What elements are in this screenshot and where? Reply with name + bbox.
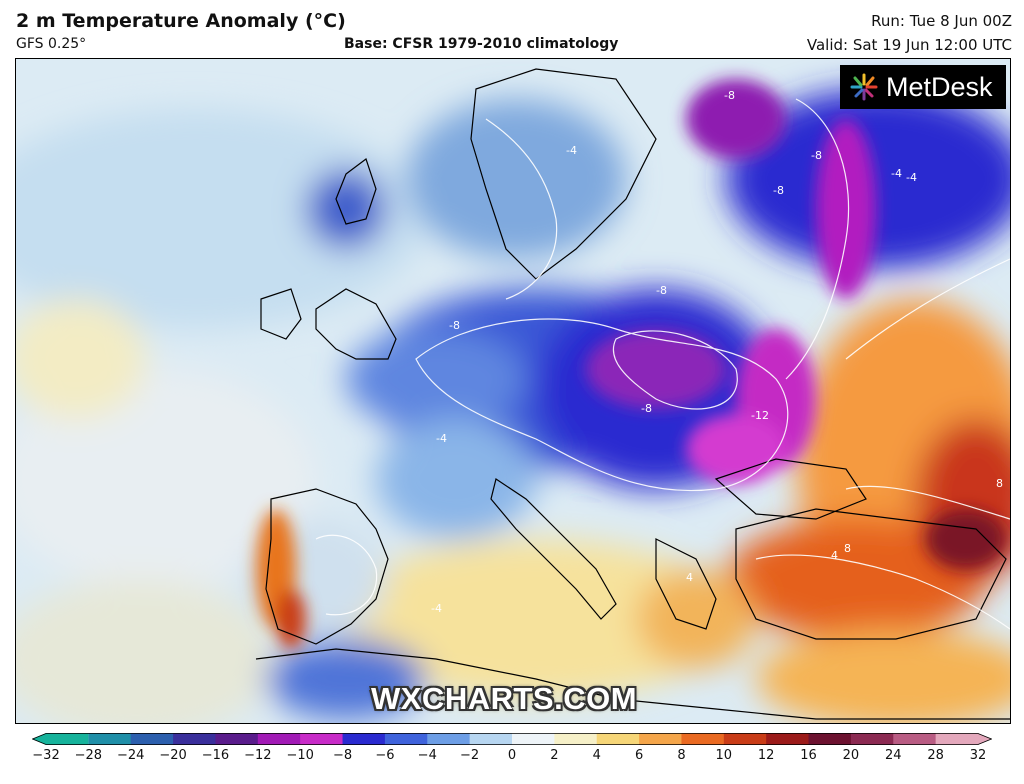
contour-label-group: -12 -8 -8 -8 -8 -8 -8 -4 -4 -4 -4 -4 4 4…: [431, 89, 1003, 615]
colorbar-segment: [596, 733, 640, 745]
colorbar-tick-label: 2: [550, 748, 559, 763]
chart-title: 2 m Temperature Anomaly (°C): [16, 10, 346, 32]
chart-header: 2 m Temperature Anomaly (°C) GFS 0.25° B…: [0, 0, 1024, 58]
colorbar-segment: [469, 733, 513, 745]
contour-label: 8: [844, 542, 851, 555]
north-africa-coast: [255, 648, 1010, 720]
colorbar-tick-label: 24: [884, 748, 902, 763]
colorbar-segment: [512, 733, 555, 745]
contour-label: -8: [641, 402, 652, 415]
contour-label: -4: [431, 602, 442, 615]
contour-label: -8: [724, 89, 735, 102]
contour-line: [845, 485, 1010, 520]
colorbar-tick-label: 20: [842, 748, 860, 763]
colorbar-tick-label: 6: [634, 748, 644, 763]
metdesk-logo: MetDesk: [840, 65, 1006, 109]
britain-coast: [315, 288, 397, 360]
colorbar-outline: [32, 733, 992, 745]
contour-label: 4: [686, 571, 693, 584]
scandinavia-coast: [470, 68, 657, 280]
contour-label: 8: [996, 477, 1003, 490]
contour-line: [485, 118, 558, 300]
ireland-coast: [260, 288, 302, 340]
contour-label: -8: [656, 284, 667, 297]
map-canvas: -12 -8 -8 -8 -8 -8 -8 -4 -4 -4 -4 -4 4 4…: [16, 59, 1010, 723]
colorbar-segment: [32, 733, 89, 745]
colorbar-segment: [427, 733, 471, 745]
colorbar-tick-label: −4: [417, 748, 437, 763]
contour-label: -8: [773, 184, 784, 197]
contour-label: -8: [449, 319, 460, 332]
colorbar: [32, 733, 992, 745]
colorbar-tick-label: 28: [927, 748, 944, 763]
colorbar-segment: [935, 733, 992, 745]
colorbar-tick-label: 32: [969, 748, 987, 763]
scotland-coast: [335, 158, 377, 225]
colorbar-segment: [257, 733, 301, 745]
colorbar-tick-label: −12: [244, 748, 272, 763]
coastlines: [255, 68, 1010, 720]
colorbar-tick-label: −6: [375, 748, 395, 763]
contour-label: 4: [831, 549, 838, 562]
colorbar-segment: [893, 733, 937, 745]
colorbar-segment: [639, 733, 682, 745]
starburst-icon: [850, 73, 878, 101]
contour-lines: [315, 98, 1010, 630]
colorbar-tick-label: −10: [286, 748, 314, 763]
italy-coast: [490, 478, 617, 620]
colorbar-tick-label: 12: [757, 748, 775, 763]
iberia-coast: [265, 488, 389, 645]
contour-label: -4: [906, 171, 917, 184]
colorbar-segment: [88, 733, 132, 745]
colorbar-segment: [173, 733, 216, 745]
colorbar-segment: [215, 733, 259, 745]
black-sea-coast: [714, 458, 867, 520]
contour-label: -8: [811, 149, 822, 162]
contour-line: [785, 98, 850, 380]
colorbar-segment: [554, 733, 598, 745]
colorbar-tick-label: −16: [201, 748, 230, 763]
climatology-base-label: Base: CFSR 1979-2010 climatology: [344, 36, 619, 52]
contour-label: -4: [436, 432, 447, 445]
colorbar-segment: [300, 733, 344, 745]
colorbar-tick-label: −8: [332, 748, 353, 763]
colorbar-ticks: −32 −28 −24 −20 −16 −12 −10 −8 −6 −4 −2 0 2 4 6 8 10 12 16…: [0, 748, 1024, 772]
colorbar-segment: [850, 733, 894, 745]
contour-line: [612, 330, 738, 410]
wxcharts-watermark: WXCHARTS.COM: [371, 681, 638, 716]
contour-label: -4: [566, 144, 577, 157]
contour-label: -4: [891, 167, 902, 180]
colorbar-tick-label: 0: [507, 748, 517, 763]
logo-text: MetDesk: [886, 71, 993, 102]
colorbar-tick-label: −28: [74, 748, 103, 763]
colorbar-tick-label: 4: [592, 748, 601, 763]
colorbar-segment: [384, 733, 428, 745]
contour-label: -12: [751, 409, 769, 422]
colorbar-segment: [342, 733, 386, 745]
colorbar-tick-label: 10: [715, 748, 733, 763]
colorbar-tick-label: −32: [32, 748, 60, 763]
contour-line: [315, 534, 378, 616]
colorbar-tick-label: 16: [800, 748, 817, 763]
colorbar-tick-label: −20: [159, 748, 187, 763]
contour-line: [415, 318, 789, 492]
run-time-label: Run: Tue 8 Jun 00Z: [871, 12, 1012, 30]
colorbar-tick-label: −2: [460, 748, 480, 763]
turkey-coast: [735, 508, 1007, 640]
colorbar-tick-label: 8: [677, 748, 686, 763]
anomaly-map: -12 -8 -8 -8 -8 -8 -8 -4 -4 -4 -4 -4 4 4…: [15, 58, 1011, 724]
colorbar-segment: [723, 733, 767, 745]
colorbar-segment: [766, 733, 810, 745]
colorbar-segment: [681, 733, 725, 745]
model-label: GFS 0.25°: [16, 36, 87, 52]
greece-coast: [655, 538, 717, 630]
contour-line: [845, 258, 1010, 360]
anomaly-field: [16, 89, 1010, 723]
contour-line: [755, 554, 1010, 630]
strong-anomaly-cores: [256, 79, 1006, 649]
colorbar-tick-label: −24: [117, 748, 145, 763]
valid-time-label: Valid: Sat 19 Jun 12:00 UTC: [806, 36, 1012, 54]
colorbar-segment: [130, 733, 174, 745]
colorbar-segment: [808, 733, 852, 745]
